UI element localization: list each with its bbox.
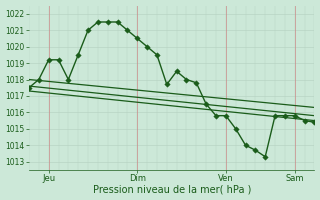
X-axis label: Pression niveau de la mer( hPa ): Pression niveau de la mer( hPa ) — [92, 184, 251, 194]
